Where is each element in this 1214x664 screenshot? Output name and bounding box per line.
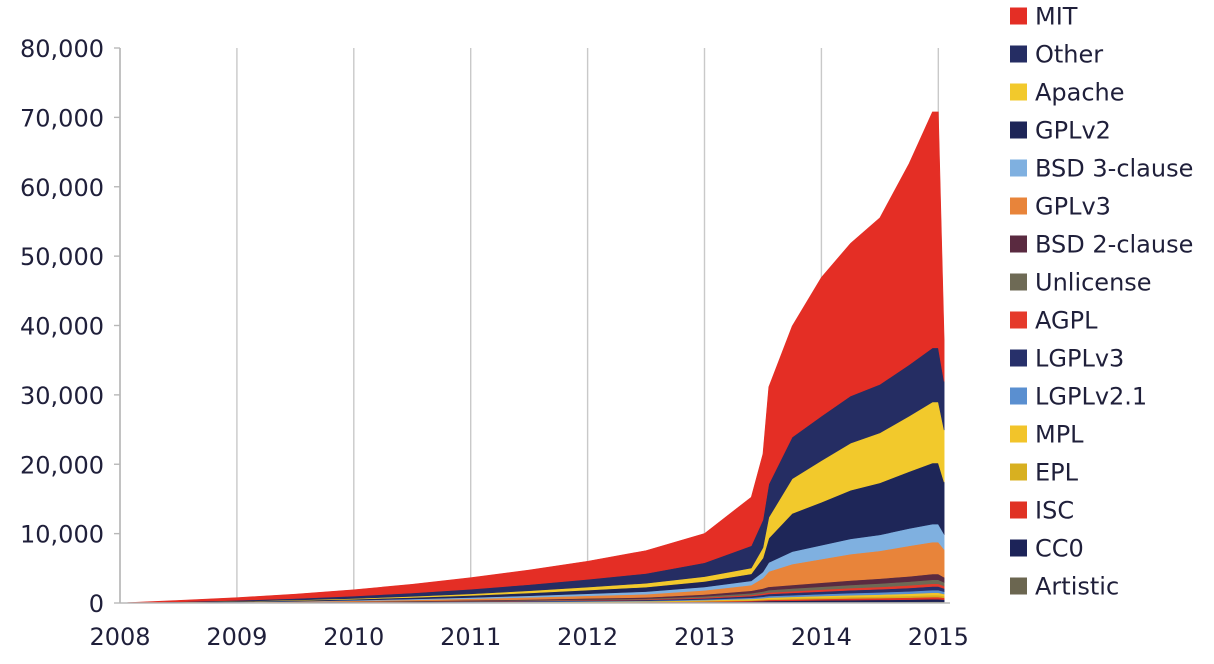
legend-label: GPLv3 — [1035, 193, 1111, 221]
legend-item-lgplv2-1: LGPLv2.1 — [1010, 383, 1147, 411]
legend-swatch — [1010, 45, 1027, 63]
legend-item-other: Other — [1010, 41, 1103, 69]
area-layer — [119, 111, 945, 604]
legend-swatch — [1010, 311, 1027, 329]
legend-swatch — [1010, 501, 1027, 519]
legend-swatch — [1010, 425, 1027, 443]
legend-label: Unlicense — [1035, 269, 1152, 297]
legend-item-artistic: Artistic — [1010, 573, 1119, 601]
y-tick-label: 80,000 — [20, 35, 104, 63]
legend-label: Other — [1035, 41, 1103, 69]
legend-swatch — [1010, 197, 1027, 215]
legend-label: CC0 — [1035, 535, 1084, 563]
y-tick-label: 20,000 — [20, 451, 104, 479]
legend-swatch — [1010, 83, 1027, 101]
axis-layer: 0 10,000 20,000 30,000 40,000 50,000 60,000 70,… — [20, 35, 969, 651]
legend-item-apache: Apache — [1010, 79, 1125, 107]
legend-swatch — [1010, 349, 1027, 367]
legend-swatch — [1010, 273, 1027, 291]
grid-layer — [119, 48, 940, 603]
y-tick-label: 30,000 — [20, 382, 104, 410]
legend-label: MIT — [1035, 3, 1078, 31]
legend-label: BSD 2-clause — [1035, 231, 1193, 259]
legend-label: ISC — [1035, 497, 1074, 525]
x-tick-label: 2009 — [206, 623, 267, 651]
y-tick-label: 0 — [89, 590, 104, 618]
legend-item-gplv3: GPLv3 — [1010, 193, 1111, 221]
legend-label: MPL — [1035, 421, 1084, 449]
legend-label: AGPL — [1035, 307, 1098, 335]
x-tick-label: 2013 — [674, 623, 735, 651]
legend-item-mpl: MPL — [1010, 421, 1084, 449]
y-tick-label: 40,000 — [20, 313, 104, 341]
legend-label: EPL — [1035, 459, 1079, 487]
legend-item-mit: MIT — [1010, 3, 1078, 31]
y-tick-label: 10,000 — [20, 521, 104, 549]
legend-swatch — [1010, 235, 1027, 253]
legend-label: Apache — [1035, 79, 1125, 107]
legend-swatch — [1010, 463, 1027, 481]
legend-item-isc: ISC — [1010, 497, 1074, 525]
legend-item-bsd-3-clause: BSD 3-clause — [1010, 155, 1193, 183]
x-tick-label: 2012 — [557, 623, 618, 651]
legend-swatch — [1010, 7, 1027, 25]
x-tick-label: 2014 — [791, 623, 852, 651]
legend-item-cc0: CC0 — [1010, 535, 1084, 563]
legend-item-lgplv3: LGPLv3 — [1010, 345, 1124, 373]
legend-item-agpl: AGPL — [1010, 307, 1098, 335]
legend-label: GPLv2 — [1035, 117, 1111, 145]
y-tick-label: 50,000 — [20, 243, 104, 271]
legend-swatch — [1010, 159, 1027, 177]
x-tick-label: 2011 — [440, 623, 501, 651]
legend: MIT Other Apache GPLv2 BSD 3-clause GPLv3 BSD … — [1010, 3, 1193, 601]
legend-item-gplv2: GPLv2 — [1010, 117, 1111, 145]
legend-swatch — [1010, 539, 1027, 557]
legend-label: LGPLv3 — [1035, 345, 1124, 373]
x-tick-label: 2008 — [89, 623, 150, 651]
legend-item-epl: EPL — [1010, 459, 1079, 487]
legend-swatch — [1010, 121, 1027, 139]
x-tick-label: 2010 — [323, 623, 384, 651]
area-series-mit — [119, 111, 945, 604]
x-tick-label: 2015 — [908, 623, 969, 651]
legend-swatch — [1010, 387, 1027, 405]
legend-item-unlicense: Unlicense — [1010, 269, 1152, 297]
legend-item-bsd-2-clause: BSD 2-clause — [1010, 231, 1193, 259]
legend-label: BSD 3-clause — [1035, 155, 1193, 183]
legend-label: LGPLv2.1 — [1035, 383, 1147, 411]
y-tick-label: 60,000 — [20, 174, 104, 202]
y-tick-label: 70,000 — [20, 104, 104, 132]
legend-swatch — [1010, 577, 1027, 595]
legend-label: Artistic — [1035, 573, 1119, 601]
